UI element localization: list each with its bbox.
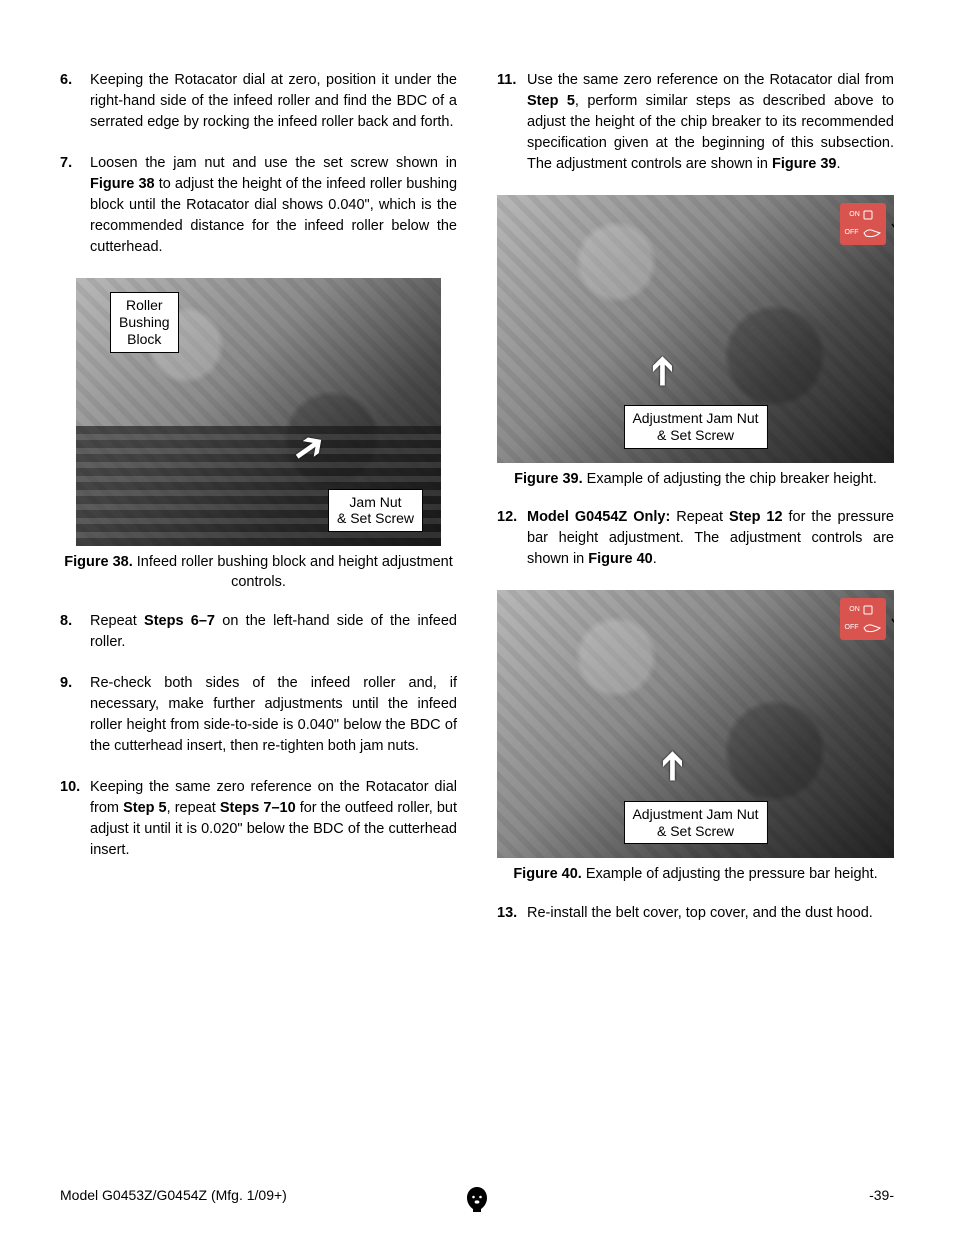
step-number: 8.	[60, 611, 90, 653]
figure-38-caption: Figure 38. Infeed roller bushing block a…	[60, 552, 457, 593]
model-note: Model G0454Z Only:	[527, 509, 670, 525]
caption-label: Figure 40.	[513, 866, 582, 882]
footer-model: Model G0453Z/G0454Z (Mfg. 1/09+)	[60, 1187, 287, 1203]
down-arrow-icon	[888, 608, 894, 626]
caption-text: Infeed roller bushing block and height a…	[133, 554, 453, 590]
caption-label: Figure 38.	[64, 554, 133, 570]
step-6: 6. Keeping the Rotacator dial at zero, p…	[60, 70, 457, 133]
step-number: 12.	[497, 507, 527, 570]
step-text: Use the same zero reference on the Rotac…	[527, 70, 894, 175]
step-text: Keeping the Rotacator dial at zero, posi…	[90, 70, 457, 133]
step-text: Loosen the jam nut and use the set screw…	[90, 153, 457, 258]
step-text: Model G0454Z Only: Repeat Step 12 for th…	[527, 507, 894, 570]
step-text: Re-check both sides of the infeed roller…	[90, 673, 457, 757]
arrow-icon: ➔	[652, 750, 692, 784]
off-label: OFF	[845, 624, 859, 631]
on-off-switch-icon: ON OFF	[840, 203, 886, 245]
on-off-switch-icon: ON OFF	[840, 598, 886, 640]
on-label: ON	[849, 606, 860, 613]
footer-page-number: -39-	[869, 1187, 894, 1203]
text: Loosen the jam nut and use the set screw…	[90, 155, 457, 171]
on-label: ON	[849, 211, 860, 218]
page-columns: 6. Keeping the Rotacator dial at zero, p…	[0, 0, 954, 984]
right-column: 11. Use the same zero reference on the R…	[497, 70, 894, 944]
figure-40-caption: Figure 40. Example of adjusting the pres…	[497, 864, 894, 884]
off-label: OFF	[845, 229, 859, 236]
figure-39: ON OFF ➔ Adjustment Jam Nut & Set Screw …	[497, 195, 894, 489]
text: .	[836, 156, 840, 172]
left-column: 6. Keeping the Rotacator dial at zero, p…	[60, 70, 457, 944]
ref-steps-6-7: Steps 6–7	[144, 613, 215, 629]
step-text: Repeat Steps 6–7 on the left-hand side o…	[90, 611, 457, 653]
caption-text: Example of adjusting the pressure bar he…	[582, 866, 878, 882]
figure-40: ON OFF ➔ Adjustment Jam Nut & Set Screw …	[497, 590, 894, 884]
ref-step-5: Step 5	[123, 800, 167, 816]
figure-39-caption: Figure 39. Example of adjusting the chip…	[497, 469, 894, 489]
ref-figure-39: Figure 39	[772, 156, 836, 172]
callout-jam-nut-set-screw: Jam Nut & Set Screw	[328, 489, 423, 533]
brand-logo-icon	[464, 1185, 490, 1213]
toggle-on-icon	[863, 605, 877, 615]
step-number: 10.	[60, 777, 90, 861]
ref-figure-38: Figure 38	[90, 176, 155, 192]
caption-text: Example of adjusting the chip breaker he…	[583, 471, 877, 487]
text: Repeat	[90, 613, 144, 629]
hand-icon	[862, 622, 882, 634]
ref-steps-7-10: Steps 7–10	[220, 800, 296, 816]
caption-label: Figure 39.	[514, 471, 583, 487]
toggle-on-icon	[863, 210, 877, 220]
text: Use the same zero reference on the Rotac…	[527, 72, 894, 88]
step-10: 10. Keeping the same zero reference on t…	[60, 777, 457, 861]
figure-38-image: Roller Bushing Block ➔ Jam Nut & Set Scr…	[76, 278, 441, 546]
callout-roller-bushing-block: Roller Bushing Block	[110, 292, 179, 352]
ref-figure-40: Figure 40	[588, 551, 652, 567]
callout-adjustment-jam-nut: Adjustment Jam Nut & Set Screw	[623, 405, 767, 449]
callout-adjustment-jam-nut: Adjustment Jam Nut & Set Screw	[623, 801, 767, 845]
text: .	[653, 551, 657, 567]
step-number: 13.	[497, 903, 527, 924]
step-number: 7.	[60, 153, 90, 258]
step-text: Re-install the belt cover, top cover, an…	[527, 903, 894, 924]
step-13: 13. Re-install the belt cover, top cover…	[497, 903, 894, 924]
step-number: 6.	[60, 70, 90, 133]
hand-icon	[862, 227, 882, 239]
ref-step-12: Step 12	[729, 509, 783, 525]
figure-38: Roller Bushing Block ➔ Jam Nut & Set Scr…	[60, 278, 457, 593]
figure-39-image: ON OFF ➔ Adjustment Jam Nut & Set Screw	[497, 195, 894, 463]
step-text: Keeping the same zero reference on the R…	[90, 777, 457, 861]
ref-step-5: Step 5	[527, 93, 575, 109]
step-number: 11.	[497, 70, 527, 175]
step-9: 9. Re-check both sides of the infeed rol…	[60, 673, 457, 757]
down-arrow-icon	[888, 213, 894, 231]
step-8: 8. Repeat Steps 6–7 on the left-hand sid…	[60, 611, 457, 653]
step-number: 9.	[60, 673, 90, 757]
text: , repeat	[167, 800, 220, 816]
step-12: 12. Model G0454Z Only: Repeat Step 12 fo…	[497, 507, 894, 570]
figure-40-image: ON OFF ➔ Adjustment Jam Nut & Set Screw	[497, 590, 894, 858]
text: Repeat	[670, 509, 729, 525]
arrow-icon: ➔	[642, 354, 682, 388]
step-7: 7. Loosen the jam nut and use the set sc…	[60, 153, 457, 258]
step-11: 11. Use the same zero reference on the R…	[497, 70, 894, 175]
